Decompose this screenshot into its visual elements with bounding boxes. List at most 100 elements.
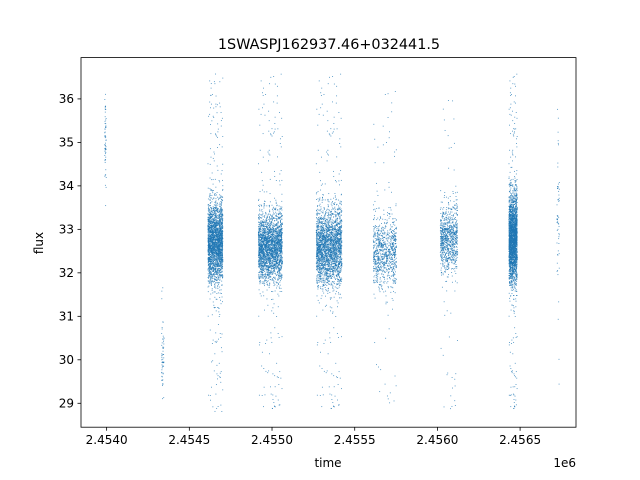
data-point	[221, 230, 223, 231]
data-point	[260, 266, 262, 268]
data-point	[274, 386, 276, 388]
data-point	[213, 255, 215, 257]
data-point	[269, 279, 271, 281]
data-point	[276, 219, 278, 220]
data-point	[212, 236, 214, 238]
data-point	[217, 214, 219, 216]
data-point	[276, 285, 278, 287]
data-point	[274, 256, 276, 258]
data-point	[217, 263, 219, 265]
data-point	[221, 217, 223, 219]
data-point	[216, 271, 217, 273]
data-point	[270, 229, 272, 231]
data-point	[212, 237, 214, 239]
data-point	[260, 257, 262, 259]
data-point	[216, 204, 218, 206]
data-point	[276, 236, 278, 238]
data-point	[260, 295, 262, 297]
data-point	[218, 274, 220, 276]
data-point	[271, 255, 273, 256]
data-point	[211, 254, 213, 256]
data-point	[259, 213, 261, 215]
data-point	[271, 291, 272, 292]
data-point	[210, 244, 212, 246]
data-point	[269, 272, 271, 274]
data-point	[217, 131, 219, 133]
data-point	[269, 217, 271, 218]
data-point	[217, 269, 219, 271]
data-point	[264, 237, 266, 239]
data-point	[212, 339, 214, 341]
data-point	[104, 107, 106, 109]
data-point	[276, 223, 278, 224]
data-point	[261, 273, 263, 275]
data-point	[209, 275, 211, 276]
data-point	[211, 250, 212, 252]
data-point	[270, 268, 272, 270]
data-point	[219, 196, 221, 198]
data-point	[273, 217, 275, 219]
data-point	[215, 219, 217, 221]
data-point	[269, 240, 271, 241]
data-point	[261, 240, 263, 242]
data-point	[217, 260, 219, 262]
data-point	[274, 208, 276, 210]
data-point	[271, 209, 273, 210]
data-point	[104, 109, 106, 111]
data-point	[212, 292, 214, 294]
data-point	[267, 214, 269, 216]
data-point	[213, 250, 215, 252]
data-point	[270, 337, 272, 339]
data-point	[208, 236, 210, 238]
data-point	[259, 238, 261, 240]
data-point	[217, 266, 219, 268]
data-point	[209, 227, 211, 228]
point-cluster	[161, 287, 165, 400]
data-point	[213, 270, 215, 271]
data-point	[215, 260, 217, 262]
data-point	[258, 249, 260, 251]
data-point	[221, 252, 223, 253]
data-point	[210, 236, 212, 238]
data-point	[209, 245, 210, 247]
data-point	[258, 108, 260, 110]
data-point	[218, 258, 220, 260]
data-point	[162, 362, 164, 364]
data-point	[220, 252, 222, 254]
data-point	[213, 207, 215, 208]
data-point	[222, 240, 224, 242]
data-point	[105, 174, 107, 176]
data-point	[277, 278, 279, 280]
data-point	[268, 153, 270, 155]
data-point	[207, 227, 209, 229]
data-point	[262, 233, 263, 235]
data-point	[275, 275, 277, 276]
data-point	[162, 398, 163, 400]
data-point	[280, 73, 282, 75]
data-point	[220, 233, 222, 235]
data-point	[209, 279, 211, 281]
data-point	[265, 262, 267, 264]
data-point	[222, 188, 224, 190]
data-point	[210, 210, 212, 212]
data-point	[270, 249, 272, 251]
data-point	[216, 264, 218, 266]
data-point	[262, 253, 264, 255]
data-point	[221, 284, 222, 286]
data-point	[221, 208, 223, 210]
data-point	[264, 245, 266, 247]
data-point	[275, 234, 277, 236]
data-point	[212, 269, 214, 271]
data-point	[222, 136, 224, 137]
data-point	[214, 213, 216, 215]
data-point	[208, 222, 209, 224]
data-point	[270, 228, 272, 230]
data-point	[161, 372, 163, 374]
data-point	[218, 235, 220, 237]
data-point	[268, 120, 270, 122]
data-point	[274, 197, 276, 199]
data-point	[260, 258, 262, 260]
data-point	[216, 104, 218, 106]
data-point	[276, 244, 278, 246]
data-point	[214, 216, 216, 218]
